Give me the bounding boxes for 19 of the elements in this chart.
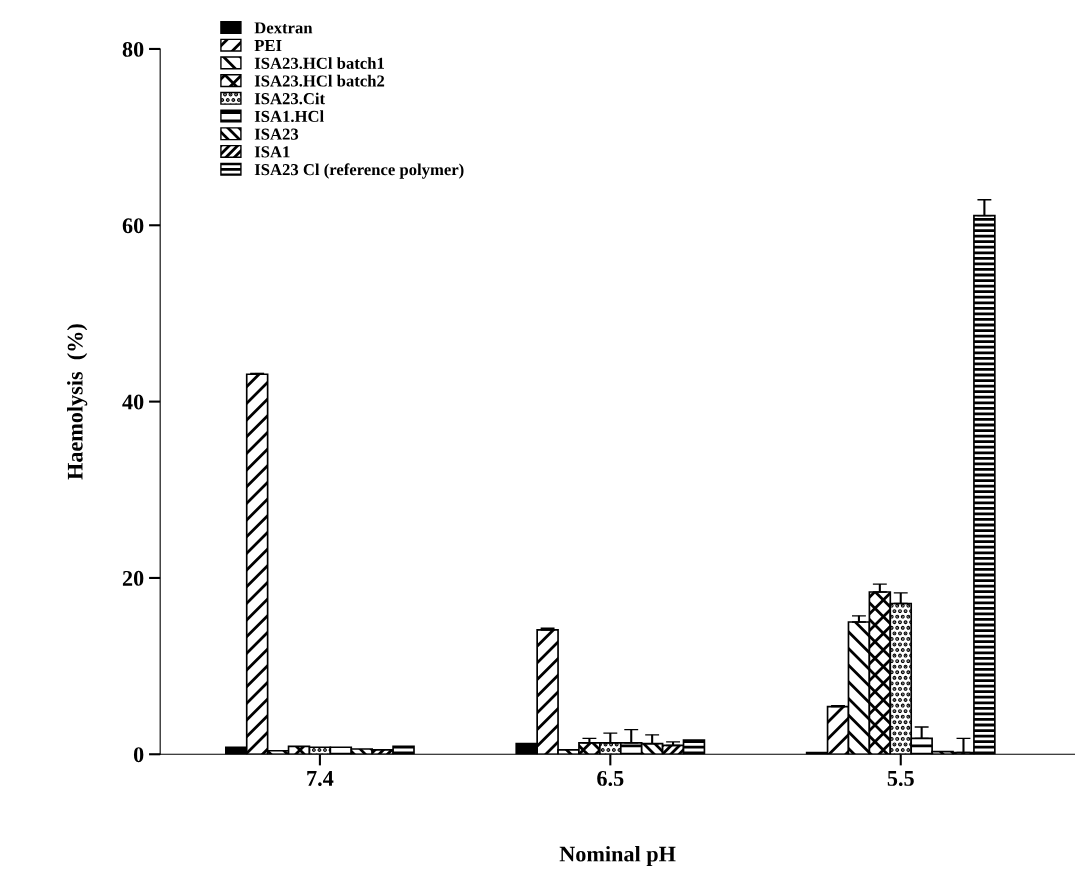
legend-label: ISA23 [254, 128, 299, 140]
x-tick-label: 5.5 [887, 771, 914, 786]
y-tick-label: 0 [133, 747, 144, 763]
y-tick-label: 40 [122, 394, 144, 410]
legend-label: PEI [254, 40, 282, 52]
legend-label: ISA1 [254, 146, 290, 158]
legend-label: ISA23.HCl batch1 [254, 57, 384, 69]
x-tick-label: 6.5 [597, 770, 624, 786]
x-axis-title: Nominal pH [559, 845, 676, 867]
legend-label: ISA23 Cl (reference polymer) [254, 163, 464, 179]
x-tick-label: 7.4 [307, 771, 334, 786]
legend-label: ISA1.HCl [254, 110, 324, 123]
legend-label: ISA23.Cit [254, 92, 326, 105]
y-tick-label: 80 [122, 41, 144, 57]
legend-label: Dextran [254, 22, 313, 34]
legend-label: ISA23.HCl batch2 [254, 74, 385, 87]
y-tick-label: 60 [122, 218, 144, 234]
y-tick-label: 20 [122, 570, 144, 586]
y-axis-title: Haemolysis (%) [67, 324, 88, 480]
